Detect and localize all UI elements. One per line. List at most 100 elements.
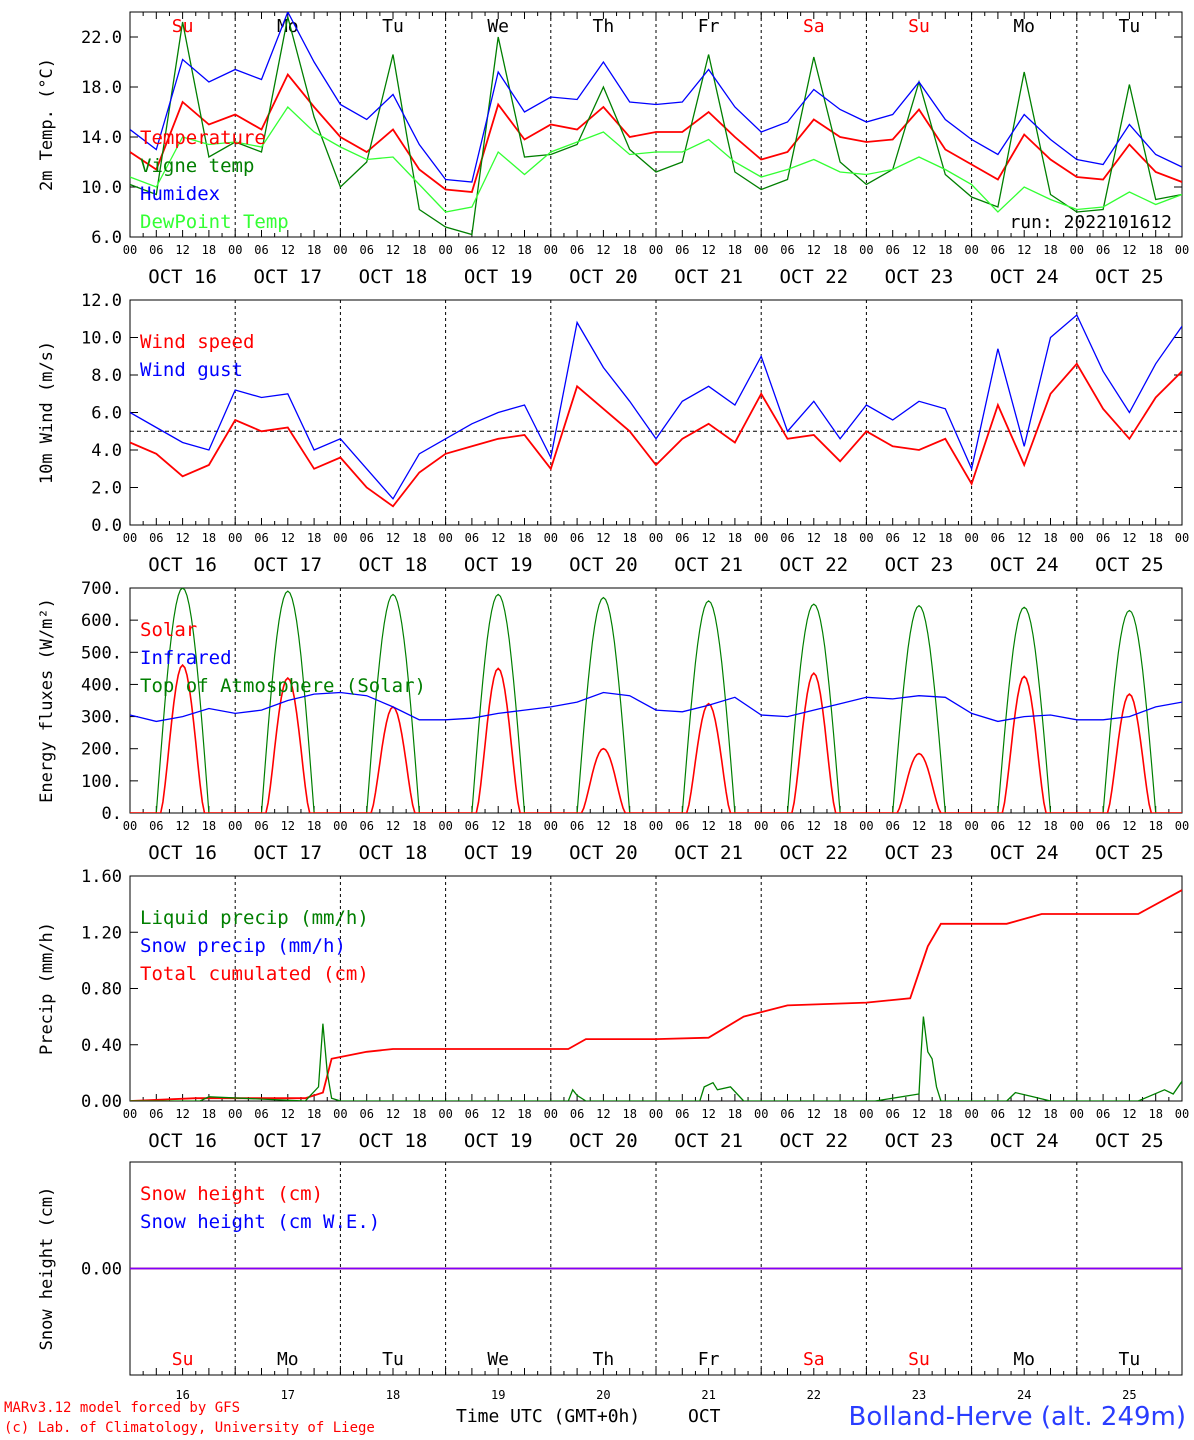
hour-label: 18 — [728, 819, 742, 833]
date-label: OCT 25 — [1095, 1130, 1164, 1152]
hour-label: 00 — [1175, 819, 1189, 833]
hour-label: 00 — [1070, 819, 1084, 833]
day-number: 23 — [912, 1388, 926, 1402]
hour-label: 18 — [1148, 243, 1162, 257]
date-label: OCT 16 — [148, 842, 217, 864]
hour-label: 06 — [1096, 1107, 1110, 1121]
y-axis-label: 2m Temp. (°C) — [37, 58, 57, 191]
weekday-label: Sa — [803, 1349, 825, 1370]
hour-label: 12 — [807, 243, 821, 257]
hour-label: 06 — [465, 243, 479, 257]
hour-label: 00 — [228, 819, 242, 833]
date-label: OCT 21 — [674, 842, 743, 864]
hour-label: 18 — [1148, 531, 1162, 545]
hour-label: 18 — [728, 1107, 742, 1121]
hour-label: 00 — [228, 243, 242, 257]
lab-credit: (c) Lab. of Climatology, University of L… — [4, 1420, 375, 1436]
hour-label: 00 — [754, 243, 768, 257]
hour-label: 12 — [386, 243, 400, 257]
hour-label: 00 — [123, 531, 137, 545]
legend-entry: Infrared — [140, 647, 232, 669]
hour-label: 12 — [912, 531, 926, 545]
hour-label: 12 — [1122, 531, 1136, 545]
y-tick-label: 14.0 — [81, 128, 122, 148]
hour-label: 06 — [149, 243, 163, 257]
date-label: OCT 20 — [569, 266, 638, 288]
hour-label: 06 — [1096, 531, 1110, 545]
y-tick-label: 400. — [81, 675, 122, 695]
panel-temperature: 6.0 10.0 14.0 18.0 22.0 2m Temp. (°C) 00 06 12 18… — [37, 11, 1189, 288]
time-axis-label: Time UTC (GMT+0h) — [456, 1406, 641, 1427]
hour-label: 18 — [307, 1107, 321, 1121]
hour-label: 06 — [780, 243, 794, 257]
hour-label: 00 — [438, 243, 452, 257]
hour-label: 00 — [754, 1107, 768, 1121]
hour-label: 00 — [649, 531, 663, 545]
hour-label: 18 — [1043, 1107, 1057, 1121]
date-label: OCT 23 — [885, 1130, 954, 1152]
day-number: 24 — [1017, 1388, 1031, 1402]
legend-entry: Vigne temp — [140, 155, 254, 177]
hour-label: 18 — [622, 1107, 636, 1121]
hour-label: 06 — [885, 531, 899, 545]
hour-label: 18 — [938, 531, 952, 545]
hour-label: 18 — [412, 819, 426, 833]
hour-label: 18 — [202, 1107, 216, 1121]
hour-label: 00 — [544, 243, 558, 257]
date-label: OCT 21 — [674, 554, 743, 576]
y-tick-label: 0.0 — [91, 516, 122, 536]
hour-label: 00 — [1070, 243, 1084, 257]
plot-frame — [129, 11, 1183, 238]
panel-energy: 0. 100. 200. 300. 400. 500. 600. 700. Energy flu… — [37, 579, 1189, 864]
y-tick-label: 0.80 — [81, 980, 122, 1000]
date-label: OCT 20 — [569, 554, 638, 576]
hour-label: 12 — [281, 1107, 295, 1121]
hour-label: 18 — [1043, 531, 1057, 545]
hour-label: 00 — [123, 243, 137, 257]
hour-label: 12 — [1017, 243, 1031, 257]
weekday-label: We — [487, 1349, 509, 1370]
series-line-vigne-temp — [130, 16, 1182, 236]
hour-label: 12 — [281, 531, 295, 545]
hour-label: 12 — [807, 819, 821, 833]
date-label: OCT 24 — [990, 842, 1059, 864]
hour-label: 06 — [359, 531, 373, 545]
date-label: OCT 17 — [253, 266, 322, 288]
hour-label: 12 — [912, 819, 926, 833]
hour-label: 00 — [859, 243, 873, 257]
weekday-label: Mo — [1013, 16, 1035, 37]
hour-label: 06 — [780, 1107, 794, 1121]
series-line-humidex — [130, 12, 1182, 183]
y-tick-label: 300. — [81, 708, 122, 728]
hour-label: 00 — [544, 1107, 558, 1121]
hour-label: 06 — [570, 243, 584, 257]
legend-entry: Wind gust — [140, 359, 243, 381]
y-tick-label: 0.00 — [81, 1092, 122, 1112]
y-tick-label: 100. — [81, 772, 122, 792]
hour-label: 12 — [596, 819, 610, 833]
hour-label: 00 — [123, 1107, 137, 1121]
weekday-label: Mo — [1013, 1349, 1035, 1370]
series-line-wind-speed — [130, 362, 1182, 508]
date-label: OCT 22 — [779, 266, 848, 288]
hour-label: 00 — [964, 1107, 978, 1121]
hour-label: 06 — [254, 819, 268, 833]
hour-label: 00 — [228, 531, 242, 545]
hour-label: 12 — [596, 243, 610, 257]
hour-label: 00 — [438, 1107, 452, 1121]
date-label: OCT 19 — [464, 1130, 533, 1152]
date-label: OCT 23 — [885, 842, 954, 864]
hour-label: 06 — [254, 1107, 268, 1121]
series-line-dewpoint-temp — [130, 105, 1182, 213]
hour-label: 00 — [754, 819, 768, 833]
hour-label: 06 — [570, 1107, 584, 1121]
hour-label: 12 — [386, 531, 400, 545]
weekday-label: Tu — [1119, 16, 1141, 37]
weekday-label: We — [487, 16, 509, 37]
weekday-label: Su — [172, 1349, 194, 1370]
y-tick-label: 8.0 — [91, 366, 122, 386]
legend-entry: Liquid precip (mm/h) — [140, 907, 369, 929]
y-tick-label: 200. — [81, 740, 122, 760]
legend-entry: Top of Atmosphere (Solar) — [140, 675, 426, 697]
panel-wind: 0.0 2.0 4.0 6.0 8.0 10.0 12.0 10m Wind (m/s) 00 0… — [37, 291, 1189, 576]
